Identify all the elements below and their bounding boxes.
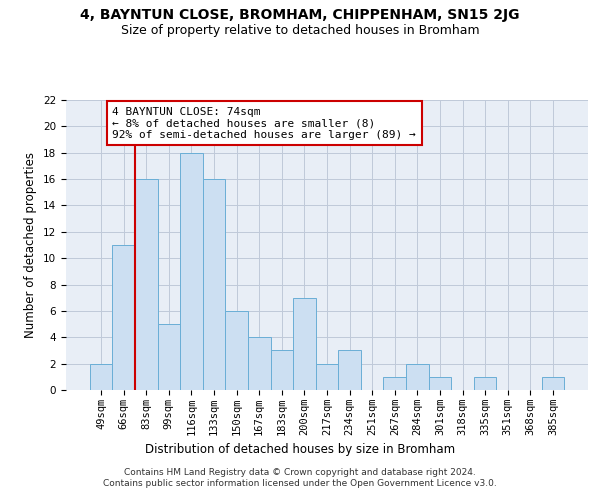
Bar bbox=[158, 324, 180, 390]
Bar bbox=[135, 179, 158, 390]
Y-axis label: Number of detached properties: Number of detached properties bbox=[25, 152, 37, 338]
Bar bbox=[383, 377, 406, 390]
Text: Size of property relative to detached houses in Bromham: Size of property relative to detached ho… bbox=[121, 24, 479, 37]
Bar bbox=[248, 338, 271, 390]
Bar bbox=[203, 179, 226, 390]
Bar bbox=[406, 364, 428, 390]
Bar bbox=[542, 377, 564, 390]
Text: Contains HM Land Registry data © Crown copyright and database right 2024.
Contai: Contains HM Land Registry data © Crown c… bbox=[103, 468, 497, 487]
Text: 4 BAYNTUN CLOSE: 74sqm
← 8% of detached houses are smaller (8)
92% of semi-detac: 4 BAYNTUN CLOSE: 74sqm ← 8% of detached … bbox=[112, 106, 416, 140]
Bar bbox=[474, 377, 496, 390]
Bar bbox=[112, 245, 135, 390]
Bar bbox=[293, 298, 316, 390]
Text: 4, BAYNTUN CLOSE, BROMHAM, CHIPPENHAM, SN15 2JG: 4, BAYNTUN CLOSE, BROMHAM, CHIPPENHAM, S… bbox=[80, 8, 520, 22]
Bar bbox=[226, 311, 248, 390]
Bar bbox=[338, 350, 361, 390]
Text: Distribution of detached houses by size in Bromham: Distribution of detached houses by size … bbox=[145, 442, 455, 456]
Bar bbox=[316, 364, 338, 390]
Bar bbox=[90, 364, 112, 390]
Bar bbox=[271, 350, 293, 390]
Bar bbox=[428, 377, 451, 390]
Bar bbox=[180, 152, 203, 390]
